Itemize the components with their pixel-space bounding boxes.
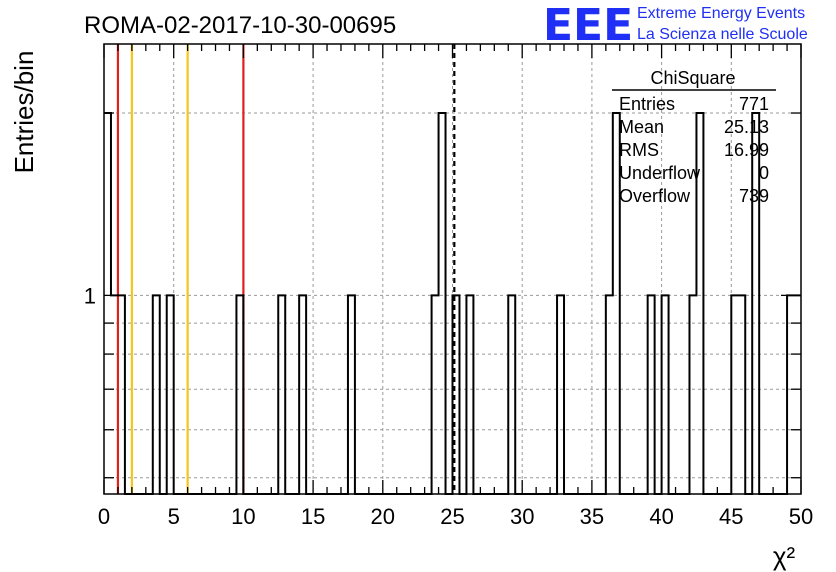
- x-tick-label: 10: [231, 504, 255, 529]
- stats-title: ChiSquare: [650, 68, 735, 88]
- x-tick-label: 40: [649, 504, 673, 529]
- x-tick-label: 20: [371, 504, 395, 529]
- histogram-bin: [466, 295, 473, 494]
- stats-value: 16.99: [724, 140, 769, 160]
- histogram-bin: [104, 113, 111, 494]
- histogram-bin: [738, 295, 745, 494]
- x-tick-label: 5: [168, 504, 180, 529]
- y-axis-title: Entries/bin: [9, 51, 39, 174]
- stats-value: 739: [739, 186, 769, 206]
- stats-rows: Entries 771 Mean 25.13 RMS 16.99 Underflow 0 Ove…: [619, 94, 769, 206]
- x-tick-label: 15: [301, 504, 325, 529]
- x-tick-label: 0: [98, 504, 110, 529]
- x-tick-label: 35: [580, 504, 604, 529]
- histogram-bin: [662, 295, 669, 494]
- x-tick-label: 30: [510, 504, 534, 529]
- eee-logo: EEE Extreme Energy Events La Scienza nel…: [543, 0, 808, 51]
- histogram-bin: [153, 295, 160, 494]
- histogram-bin: [557, 295, 564, 494]
- x-tick-label: 25: [440, 504, 464, 529]
- logo-line-2: La Scienza nelle Scuole: [637, 26, 808, 43]
- histogram-bin: [606, 295, 613, 494]
- histogram-bin: [439, 113, 446, 494]
- x-axis-title: χ²: [773, 541, 796, 571]
- stats-label: RMS: [619, 140, 659, 160]
- stats-label: Entries: [619, 94, 675, 114]
- histogram-bin: [508, 295, 515, 494]
- stats-box: ChiSquare Entries 771 Mean 25.13 RMS 16.99 Und…: [612, 68, 776, 206]
- x-tick-label: 50: [789, 504, 813, 529]
- axis-ticks: [103, 44, 802, 494]
- chart-title: ROMA-02-2017-10-30-00695: [84, 12, 396, 39]
- histogram-bin: [348, 295, 355, 494]
- histogram-bin: [299, 295, 306, 494]
- histogram-bin: [278, 295, 285, 494]
- y-tick-labels: 1: [84, 283, 96, 308]
- histogram-bin: [794, 295, 801, 494]
- logo-mark: EEE: [543, 0, 633, 51]
- marker-lines: [116, 44, 456, 494]
- histogram-bin: [432, 295, 439, 494]
- histogram-bin: [731, 295, 738, 494]
- histogram-bin: [787, 295, 794, 494]
- stats-value: 25.13: [724, 117, 769, 137]
- histogram-bin: [648, 295, 655, 494]
- stats-label: Overflow: [619, 186, 691, 206]
- stats-value: 0: [759, 163, 769, 183]
- histogram-bin: [689, 295, 696, 494]
- stats-value: 771: [739, 94, 769, 114]
- stats-label: Underflow: [619, 163, 701, 183]
- y-tick-label: 1: [84, 283, 96, 308]
- histogram-bin: [167, 295, 174, 494]
- x-tick-labels: 0 5 10 15 20 25 30 35 40 45 50: [98, 504, 813, 529]
- x-tick-label: 45: [719, 504, 743, 529]
- stats-label: Mean: [619, 117, 664, 137]
- logo-line-1: Extreme Energy Events: [637, 5, 805, 22]
